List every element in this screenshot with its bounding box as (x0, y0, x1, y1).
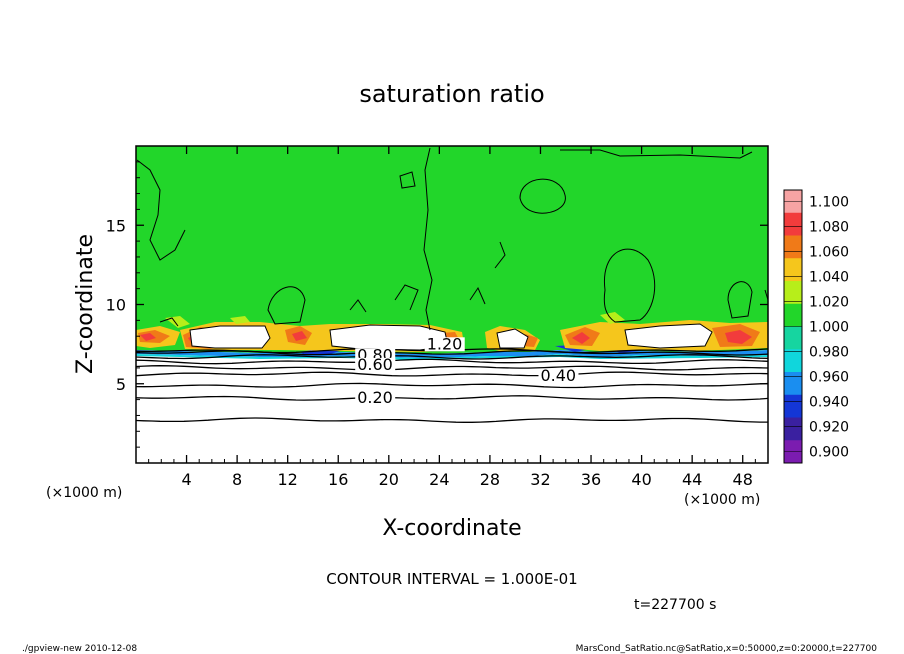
supersaturated-zones (136, 312, 768, 352)
colorbar-swatch (784, 349, 802, 373)
chart-title: saturation ratio (359, 80, 544, 108)
plot-area: 1.200.800.600.400.20 (135, 145, 769, 464)
colorbar-swatch (784, 303, 802, 327)
contour-label: 0.60 (357, 355, 393, 374)
colorbar-label: 0.920 (809, 420, 849, 436)
colorbar-label: 1.000 (809, 320, 849, 336)
colorbar-label: 1.020 (809, 294, 849, 310)
colorbar-swatch (784, 258, 802, 282)
colorbar-label: 0.940 (809, 395, 849, 411)
time-text: t=227700 s (634, 597, 716, 613)
colorbar-label: 1.100 (809, 194, 849, 210)
colorbar-label: 1.040 (809, 269, 849, 285)
x-axis-unit: (×1000 m) (684, 492, 760, 508)
y-tick-label: 10 (106, 296, 126, 315)
iso-line (135, 395, 769, 401)
colorbar-swatch (784, 212, 802, 236)
x-tick-label: 48 (733, 470, 753, 489)
x-tick-label: 40 (631, 470, 651, 489)
contour-label: 0.40 (540, 366, 576, 385)
y-axis-label: Z-coordinate (73, 234, 98, 374)
x-axis-ticks: 4 8 12 16 20 24 28 32 36 40 44 48 (148, 146, 756, 489)
contour-label-bg (424, 337, 465, 352)
colorbar-swatch (784, 372, 802, 396)
x-tick-label: 12 (278, 470, 298, 489)
x-axis-label: X-coordinate (382, 516, 521, 541)
colorbar-swatch (784, 417, 802, 441)
contour-label-bg (355, 391, 396, 406)
deep-blue-patches (300, 345, 640, 355)
colorbar-label: 0.960 (809, 370, 849, 386)
y-axis-unit: (×1000 m) (46, 485, 122, 501)
contour-label-bg (355, 357, 396, 372)
contour-labels: 1.200.800.600.400.20 (355, 334, 579, 407)
x-tick-label: 8 (232, 470, 242, 489)
colorbar-swatch (784, 281, 802, 305)
x-tick-label: 20 (379, 470, 399, 489)
colorbar-label: 1.080 (809, 219, 849, 235)
saturated-region (136, 146, 768, 354)
y-tick-label: 5 (116, 375, 126, 394)
footer-right: MarsCond_SatRatio.nc@SatRatio,x=0:50000,… (576, 644, 878, 654)
colorbar-swatch (784, 326, 802, 350)
iso-line (135, 371, 769, 377)
y-axis-ticks: 5 10 15 (106, 161, 768, 448)
colorbar-swatch (784, 235, 802, 259)
colorbar-swatch (784, 394, 802, 418)
x-tick-label: 36 (581, 470, 601, 489)
cyan-band (136, 354, 768, 360)
x-tick-label: 32 (530, 470, 550, 489)
colorbar-label: 0.980 (809, 345, 849, 361)
iso-line (135, 358, 769, 365)
x-tick-label: 24 (429, 470, 449, 489)
contour-label-bg (538, 368, 579, 383)
subsaturated-contours (135, 348, 769, 423)
x-tick-label: 4 (181, 470, 191, 489)
unity-contours (136, 147, 769, 331)
iso-line (135, 365, 769, 371)
iso-line (135, 382, 769, 389)
y-tick-label: 15 (106, 216, 126, 235)
colorbar-label: 1.060 (809, 244, 849, 260)
colorbar: 1.100 1.080 1.060 1.040 1.020 1.000 0.980 0.960… (783, 189, 849, 464)
x-tick-label: 44 (682, 470, 702, 489)
footer-left: ./gpview-new 2010-12-08 (22, 644, 137, 654)
x-tick-label: 28 (480, 470, 500, 489)
colorbar-label: 0.900 (809, 445, 849, 461)
contour-label: 0.20 (357, 388, 393, 407)
iso-line (135, 417, 768, 423)
iso-line (135, 354, 769, 360)
contour-interval-text: CONTOUR INTERVAL = 1.000E-01 (326, 570, 577, 588)
contour-label: 1.20 (427, 334, 463, 353)
x-tick-label: 16 (328, 470, 348, 489)
